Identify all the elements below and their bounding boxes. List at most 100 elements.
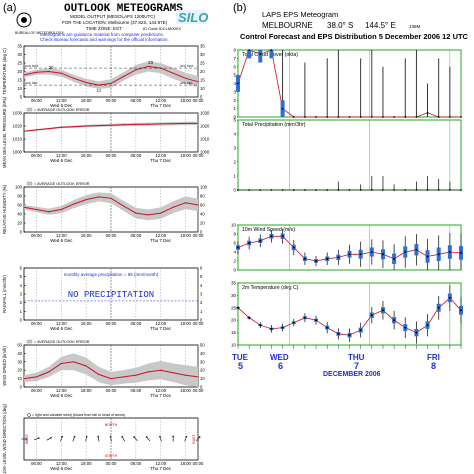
rain-time-label: 06:00 [31, 321, 42, 326]
eps-wind-control-point [448, 251, 451, 253]
mslp-forecast-point [172, 123, 174, 125]
rh-ytick-right: 40 [200, 212, 205, 217]
rain-day2-label: Thu 7 Dec [150, 326, 172, 331]
winddir-time-label: 12:00 [155, 461, 166, 466]
eps-wind-control-point [259, 239, 262, 242]
eps-temp-control-point [281, 326, 284, 329]
wind-arrow-head [109, 435, 112, 438]
temp-time-label: 12:00 [155, 98, 166, 103]
eps-temp-control-point [437, 306, 440, 309]
temp-forecast-point [35, 71, 38, 73]
eps-temp-control-point [292, 321, 295, 324]
wind-forecast-point [172, 372, 174, 374]
cloud-control-point [248, 49, 251, 51]
panel-a-rh: = AVERAGE OUTLOOK ERROR 0 0 20 20 40 40 60 60 80 8… [2, 181, 208, 243]
eps-wind-control-point [315, 260, 318, 262]
wind-error-band [24, 353, 198, 387]
guidance-note-1: Meteograms are guidance material from co… [40, 32, 164, 37]
eps-wind-control-point [437, 253, 440, 256]
eps-wind-control-point [404, 251, 407, 253]
day-label-wed: WED [270, 353, 289, 362]
wind-arrow-head [61, 435, 64, 438]
wind-forecast-point [160, 369, 162, 371]
eps-wind-control-point [381, 253, 384, 256]
rh-time-label: 12:00 [56, 233, 67, 238]
compass-east: EAST [192, 434, 196, 444]
temp-forecast-point [122, 76, 125, 78]
wind-forecast-point [48, 371, 50, 373]
wind-day1-label: Wed 6 Dec [50, 393, 73, 398]
cloud-ytick: 1 [233, 106, 236, 111]
wind-ytick-left: 0 [20, 385, 23, 390]
mslp-time-label: 12:00 [56, 153, 67, 158]
mslp-forecast-point [110, 124, 112, 126]
precip-ytick: 4 [233, 132, 236, 137]
rh-error-band [24, 192, 198, 221]
wind-arrow-head [158, 435, 161, 438]
mslp-day2-label: Thu 7 Dec [150, 158, 172, 163]
cloud-control-point [448, 116, 451, 118]
cloud-control-point [281, 107, 284, 110]
wind-time-label: 00:00 [106, 388, 117, 393]
eps-temp-control-point [381, 309, 384, 312]
cloud-ytick: 6 [233, 64, 236, 69]
wind-time-label: 12:00 [56, 388, 67, 393]
rain-time-label: 18:00 [180, 321, 191, 326]
rain-ytick-right: 3 [200, 292, 203, 297]
eps-wind-control-point [359, 253, 362, 256]
temp-ytick-left: 35 [17, 44, 22, 49]
eps-wind-control-point [426, 255, 429, 258]
wind-ytick-right: 40 [200, 351, 205, 356]
panel-a-letter: (a) [3, 2, 16, 14]
winddir-time-label: 18:00 [180, 461, 191, 466]
precip-ytick: 2 [233, 160, 236, 165]
rh-time-label: 00:00 [106, 233, 117, 238]
rh-ytick-right: 0 [200, 230, 203, 235]
eps-location: MELBOURNE [262, 21, 313, 30]
compass-north: NORTH [105, 423, 118, 427]
outlook-location: FOR THE LOCATION: Melbourne (37.82S, 144… [62, 20, 168, 25]
temp-forecast-point [73, 77, 75, 79]
panel-a-wind: = AVERAGE OUTLOOK ERROR 0 0 10 10 20 20 30 30 40 4… [2, 339, 205, 398]
rh-forecast-point [122, 205, 125, 207]
precip-frame [237, 119, 462, 191]
day-num-6: 6 [278, 361, 283, 371]
wind-forecast-point [135, 374, 137, 376]
wind-forecast-point [110, 378, 112, 380]
rh-forecast-point [160, 212, 162, 214]
rain-ytick-left: 6 [20, 266, 23, 271]
eps-wind-control-point [270, 235, 273, 238]
eps-temp-ytick: 25 [231, 305, 237, 310]
winddir-day1-label: Wed 6 Dec [50, 466, 73, 471]
rh-forecast-point [35, 208, 38, 211]
temp-time-label: 00:00 [193, 98, 204, 103]
mslp-ylabel: MEAN SEA LEVEL PRESSURE (hPa) [2, 96, 7, 168]
wind-time-label: 06:00 [31, 388, 42, 393]
wind-arrow-head [121, 435, 124, 438]
wind-arrow-head [37, 437, 40, 440]
temp-time-label: 00:00 [106, 98, 117, 103]
mslp-time-label: 18:00 [180, 153, 191, 158]
mslp-forecast-point [97, 125, 100, 127]
winddir-legend-text: = light and variable wind) (blows from t… [32, 413, 125, 417]
wind-forecast-point [73, 361, 75, 363]
mslp-time-label: 00:00 [106, 153, 117, 158]
cloud-control-point [415, 116, 418, 118]
wind-forecast-point [85, 365, 87, 367]
temp-side-label-4: AVG MIN [180, 81, 192, 85]
wind-ytick-right: 0 [200, 385, 203, 390]
temp-ytick-right: 15 [200, 78, 205, 83]
wind-forecast-point [35, 376, 38, 378]
cloud-control-point [304, 116, 306, 118]
cloud-control-point [370, 116, 373, 118]
cloud-eps-box [269, 50, 274, 59]
temp-forecast-point [135, 69, 137, 71]
day-label-tue: TUE [232, 353, 249, 362]
eps-temp-control-point [248, 316, 251, 319]
temp-time-label: 12:00 [56, 98, 67, 103]
eps-wind-ytick: 6 [233, 241, 236, 246]
cloud-ytick: 4 [233, 81, 236, 86]
wind-ylabel: WIND SPEED (km/h) [2, 346, 7, 386]
